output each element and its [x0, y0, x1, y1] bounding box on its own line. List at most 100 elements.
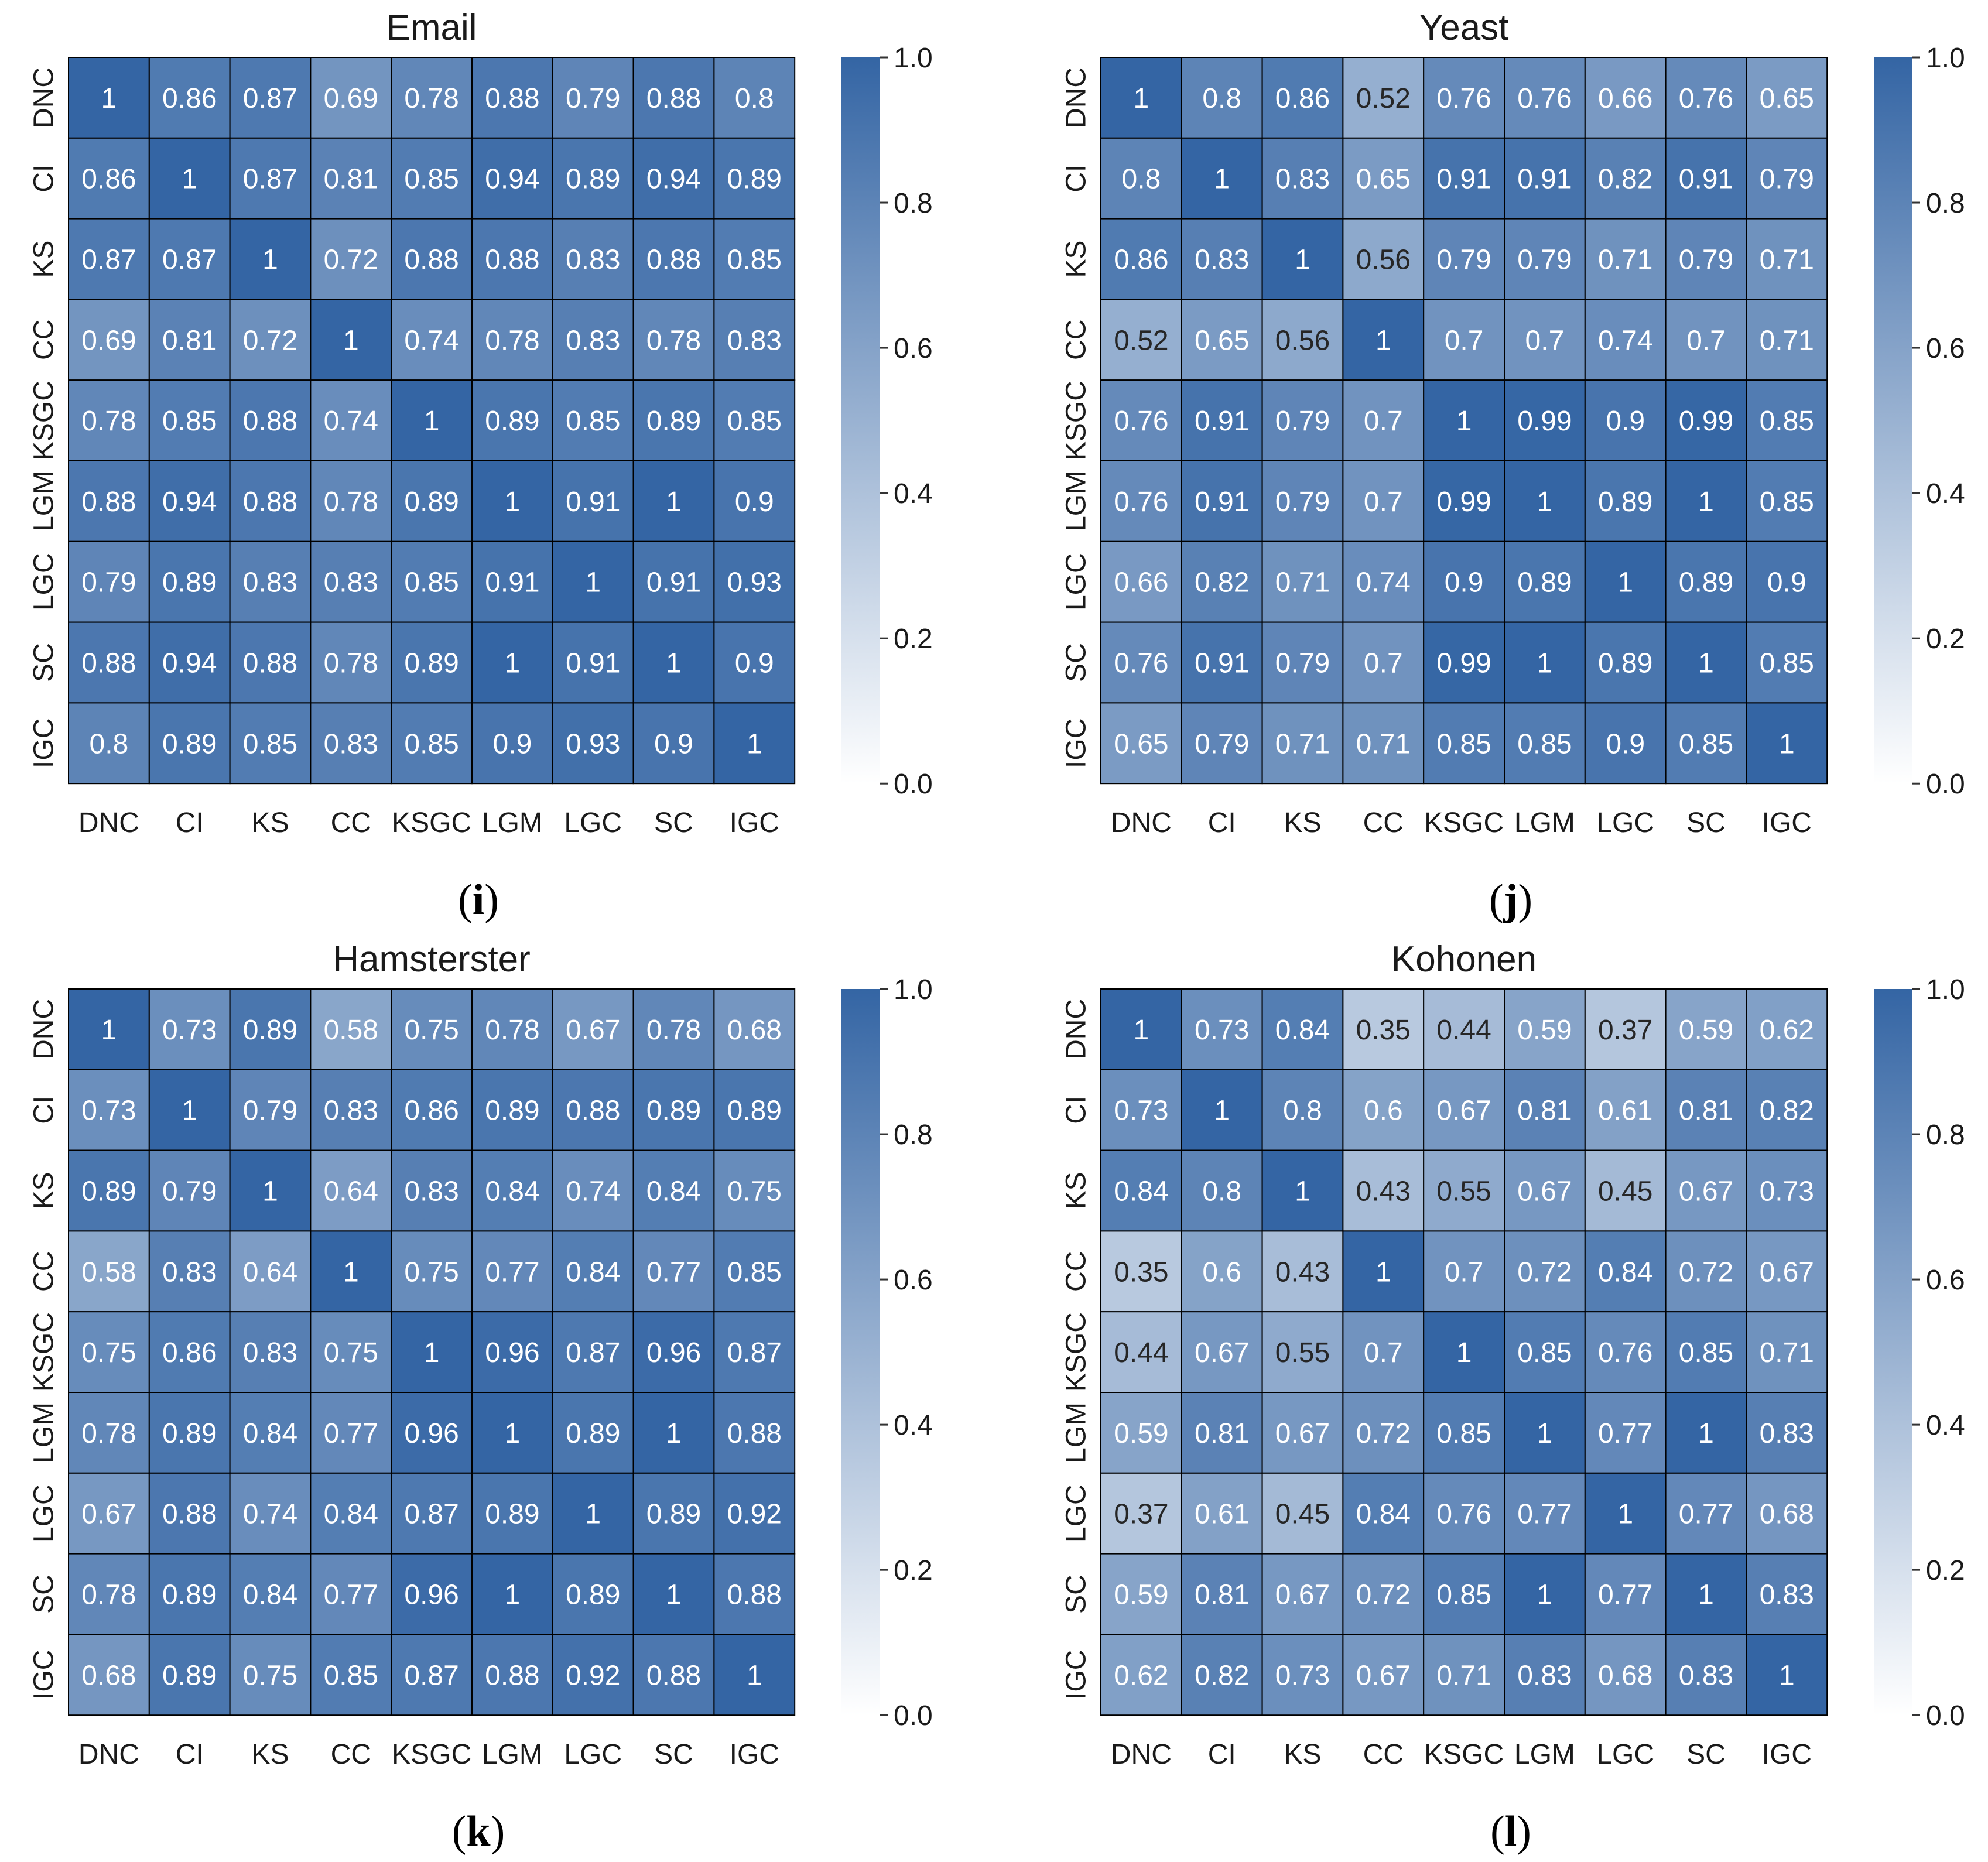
heatmap-cell [229, 1392, 312, 1474]
y-tick-label: DNC [29, 999, 60, 1060]
heatmap-cell [1746, 988, 1828, 1070]
cell-value: 0.59 [1679, 1015, 1733, 1046]
cell-value: 0.88 [485, 1660, 539, 1691]
cell-value: 0.88 [81, 648, 136, 679]
colorbar-tick-label: 0.8 [1926, 1120, 1965, 1151]
y-tick-label: KS [1061, 1172, 1092, 1209]
cell-value: 0.75 [81, 1337, 136, 1368]
heatmap-cell [1181, 299, 1263, 381]
x-tick-label: LGC [564, 807, 622, 838]
heatmap-cell [1181, 1634, 1263, 1716]
heatmap-cell [552, 1472, 634, 1555]
cell-value: 0.43 [1275, 1257, 1330, 1288]
cell-value: 1 [747, 1660, 762, 1691]
heatmap-cell [68, 379, 150, 462]
heatmap-cell [1261, 1634, 1344, 1716]
heatmap-cell [471, 460, 553, 542]
cell-value: 0.55 [1436, 1176, 1491, 1207]
heatmap-cell [68, 460, 150, 542]
heatmap-cell [1584, 1392, 1667, 1474]
heatmap-cell [1504, 702, 1586, 785]
heatmap-cell [471, 1230, 553, 1313]
cell-value: 0.71 [1760, 1337, 1814, 1368]
colorbar-tick-label: 0.2 [894, 624, 933, 655]
cell-value: 0.91 [1517, 164, 1572, 195]
heatmap-cell [310, 1392, 392, 1474]
heatmap-cell [391, 1311, 473, 1394]
panel-email: Email 1 0.86 0.87 0.69 0.78 0.88 0.79 0.88 0.80.… [29, 8, 933, 924]
cell-value: 0.87 [162, 245, 217, 276]
heatmap-cell [310, 379, 392, 462]
heatmap-cell [1584, 1472, 1667, 1555]
heatmap-cell [713, 988, 796, 1070]
y-tick-label: SC [29, 1575, 60, 1614]
cell-value: 1 [1537, 1418, 1553, 1449]
y-tick-label: CC [1061, 320, 1092, 360]
heatmap-cell [310, 702, 392, 785]
heatmap-cell [1504, 460, 1586, 542]
heatmap-cell [148, 1149, 231, 1232]
cell-value: 0.81 [1517, 1096, 1572, 1127]
cell-value: 0.89 [485, 1499, 539, 1530]
cell-value: 0.91 [485, 567, 539, 598]
heatmap-cell [1746, 379, 1828, 462]
cell-value: 0.68 [1598, 1660, 1652, 1691]
cell-value: 0.88 [646, 83, 701, 114]
heatmap-cell [148, 702, 231, 785]
cell-value: 0.76 [1114, 406, 1168, 437]
cell-value: 0.66 [1598, 83, 1652, 114]
heatmap-cell [1504, 1392, 1586, 1474]
x-tick-label: CC [331, 807, 371, 838]
y-tick-label: KS [1061, 240, 1092, 278]
y-tick-label: KS [29, 1172, 60, 1209]
cell-value: 0.84 [243, 1580, 297, 1611]
colorbar-tick-label: 1.0 [894, 974, 933, 1005]
cell-value: 0.73 [1275, 1660, 1330, 1691]
cell-value: 1 [343, 1257, 359, 1288]
heatmap-cell [148, 379, 231, 462]
cell-value: 0.73 [162, 1015, 217, 1046]
cell-value: 0.85 [324, 1660, 378, 1691]
cell-value: 0.71 [1436, 1660, 1491, 1691]
cell-value: 0.58 [324, 1015, 378, 1046]
cell-value: 0.87 [404, 1499, 458, 1530]
heatmap-cell [552, 621, 634, 704]
heatmap-cell [1181, 379, 1263, 462]
cell-value: 0.99 [1517, 406, 1572, 437]
heatmap-cell [148, 57, 231, 139]
y-tick-label: CI [1061, 1096, 1092, 1124]
heatmap-cell [229, 1149, 312, 1232]
colorbar-tick-label: 0.4 [894, 478, 933, 509]
cell-value: 0.83 [1760, 1418, 1814, 1449]
cell-value: 0.71 [1760, 325, 1814, 356]
cell-value: 0.79 [1760, 164, 1814, 195]
cell-value: 0.81 [1195, 1418, 1249, 1449]
cell-value: 0.83 [404, 1176, 458, 1207]
cell-value: 0.79 [1517, 245, 1572, 276]
cell-value: 0.91 [566, 487, 620, 518]
heatmap-cell [229, 702, 312, 785]
cell-value: 0.65 [1356, 164, 1411, 195]
colorbar-tick-label: 0.6 [1926, 333, 1965, 364]
colorbar-gradient [841, 57, 880, 784]
heatmap-cell [471, 1553, 553, 1635]
cell-value: 0.85 [1436, 1418, 1491, 1449]
heatmap-cell [713, 1230, 796, 1313]
colorbar-tick-label: 0.8 [1926, 188, 1965, 219]
y-tick-label: KSGC [1061, 1312, 1092, 1392]
cell-value: 0.85 [404, 164, 458, 195]
heatmap-cell [391, 218, 473, 300]
heatmap-cell [1504, 379, 1586, 462]
cell-value: 0.76 [1679, 83, 1733, 114]
heatmap-cell [148, 1634, 231, 1716]
cell-value: 0.78 [81, 1418, 136, 1449]
heatmap-cell [1181, 621, 1263, 704]
cell-value: 0.92 [727, 1499, 782, 1530]
cell-value: 0.43 [1356, 1176, 1411, 1207]
heatmap-cell [1342, 379, 1425, 462]
cell-value: 0.69 [324, 83, 378, 114]
heatmap-cell [552, 137, 634, 220]
heatmap-cell [68, 218, 150, 300]
heatmap-cell [1665, 218, 1747, 300]
cell-value: 0.69 [81, 325, 136, 356]
